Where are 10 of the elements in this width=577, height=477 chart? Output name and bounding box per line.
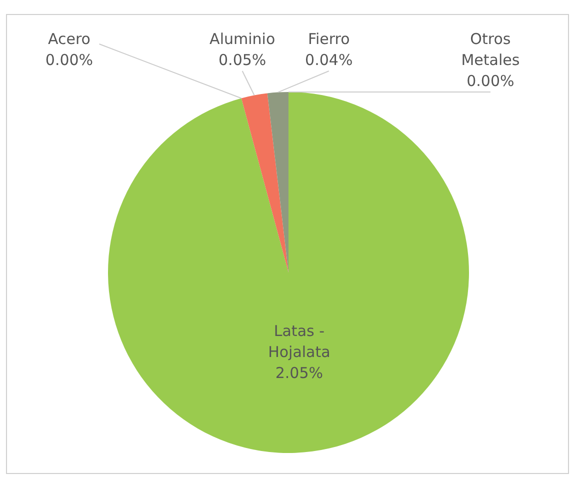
data-label: 0.05% — [218, 50, 266, 69]
slice-label: Fierro — [308, 30, 350, 48]
category-label: Acero — [48, 30, 90, 48]
category-label: Otros Metales — [461, 30, 520, 69]
data-label: 0.04% — [305, 50, 353, 69]
text: 0.00% — [466, 72, 514, 90]
slice-label: Aluminio — [210, 30, 276, 48]
text: 0.00% — [45, 50, 94, 69]
slice-label: Latas - Hojalata — [268, 322, 330, 361]
data-label: 2.05% — [275, 364, 324, 382]
